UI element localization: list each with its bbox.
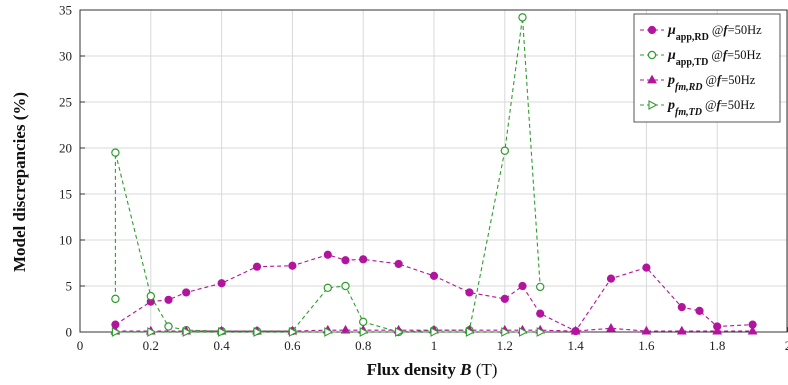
data-point bbox=[518, 281, 527, 291]
data-point bbox=[712, 325, 723, 335]
data-point bbox=[536, 309, 545, 318]
legend-item-0: μapp,RD @f=50Hz bbox=[640, 23, 762, 43]
x-tick-label: 1.6 bbox=[638, 338, 655, 353]
data-point bbox=[536, 282, 545, 292]
y-tick-label: 15 bbox=[59, 187, 72, 202]
data-point bbox=[182, 288, 191, 297]
series-layer bbox=[110, 13, 758, 337]
legend-item-3: pfm,TD @f=50Hz bbox=[640, 98, 755, 118]
data-point bbox=[359, 255, 368, 264]
legend-item-2: pfm,RD @f=50Hz bbox=[640, 73, 756, 93]
data-point bbox=[253, 327, 263, 337]
data-point bbox=[394, 259, 403, 269]
data-point bbox=[606, 323, 616, 332]
data-point bbox=[395, 327, 405, 337]
data-point bbox=[642, 263, 651, 272]
y-tick-label: 35 bbox=[59, 3, 72, 18]
data-point bbox=[288, 261, 297, 270]
x-tick-label: 0.2 bbox=[143, 338, 159, 353]
x-axis-title: Flux density B (T) bbox=[367, 360, 498, 379]
x-axis-title-prefix: Flux density bbox=[367, 360, 461, 379]
x-axis-title-unit: (T) bbox=[471, 360, 497, 379]
data-point bbox=[164, 322, 173, 331]
data-point bbox=[164, 295, 173, 304]
x-tick-label: 0.8 bbox=[355, 338, 371, 353]
data-point bbox=[111, 294, 120, 304]
y-tick-label: 30 bbox=[59, 49, 72, 64]
x-tick-label: 0.4 bbox=[213, 338, 230, 353]
y-axis-title: Model discrepancies (%) bbox=[10, 92, 29, 272]
data-point bbox=[677, 303, 686, 312]
legend-item-1: μapp,TD @f=50Hz bbox=[640, 48, 762, 68]
data-point bbox=[465, 327, 476, 337]
series-3 bbox=[111, 327, 546, 337]
data-point bbox=[359, 317, 368, 327]
data-point bbox=[359, 327, 369, 337]
data-point bbox=[570, 325, 581, 335]
legend-marker bbox=[647, 50, 657, 60]
data-point bbox=[536, 327, 546, 337]
series-1 bbox=[111, 13, 545, 337]
data-point bbox=[252, 262, 262, 271]
data-point bbox=[641, 325, 652, 335]
data-point bbox=[323, 283, 332, 293]
data-point bbox=[324, 327, 334, 337]
y-tick-label: 0 bbox=[66, 325, 73, 340]
legend-label: pfm,TD @f=50Hz bbox=[667, 98, 755, 118]
x-tick-label: 2 bbox=[785, 338, 788, 353]
data-point bbox=[340, 324, 351, 334]
data-point bbox=[518, 327, 529, 337]
y-tick-label: 5 bbox=[66, 279, 73, 294]
data-point bbox=[147, 327, 157, 337]
data-point bbox=[111, 327, 122, 337]
x-tick-label: 1 bbox=[431, 338, 438, 353]
x-tick-label: 1.8 bbox=[709, 338, 725, 353]
data-point bbox=[146, 291, 155, 301]
legend-label: pfm,RD @f=50Hz bbox=[667, 73, 756, 93]
data-point bbox=[606, 274, 616, 283]
legend-label: μapp,TD @f=50Hz bbox=[667, 48, 762, 68]
legend: μapp,RD @f=50Hz μapp,TD @f=50Hz pfm,RD @f=50H… bbox=[633, 13, 781, 123]
data-point bbox=[465, 288, 474, 297]
x-tick-label: 0 bbox=[77, 338, 84, 353]
data-point bbox=[695, 306, 704, 315]
series-0 bbox=[111, 250, 757, 336]
legend-label: μapp,RD @f=50Hz bbox=[667, 23, 762, 43]
data-point bbox=[430, 327, 440, 337]
y-tick-label: 20 bbox=[59, 141, 72, 156]
y-tick-label: 25 bbox=[59, 95, 72, 110]
data-point bbox=[429, 271, 439, 280]
legend-marker bbox=[647, 74, 657, 84]
data-point bbox=[288, 327, 299, 337]
data-point bbox=[518, 13, 527, 22]
data-point bbox=[500, 294, 509, 303]
data-point bbox=[747, 325, 758, 335]
data-point bbox=[182, 327, 192, 337]
x-tick-label: 0.6 bbox=[284, 338, 301, 353]
x-tick-label: 1.2 bbox=[497, 338, 513, 353]
x-axis-title-variable: B bbox=[459, 360, 471, 379]
legend-box bbox=[633, 13, 781, 123]
data-point bbox=[500, 146, 509, 155]
data-point bbox=[341, 256, 350, 265]
data-point bbox=[111, 148, 120, 157]
axis-ticks: 0 0.2 0.4 0.6 0.8 1 1.2 1.4 1.6 1.8 20510152025303… bbox=[59, 3, 788, 353]
data-point bbox=[676, 325, 687, 335]
data-point bbox=[501, 327, 511, 337]
series-line-1 bbox=[114, 17, 541, 333]
legend-marker bbox=[648, 100, 658, 110]
data-point bbox=[341, 281, 350, 291]
data-point bbox=[218, 327, 228, 337]
y-tick-label: 10 bbox=[59, 233, 72, 248]
data-point bbox=[323, 250, 332, 259]
data-point bbox=[217, 279, 226, 288]
legend-marker bbox=[647, 25, 657, 35]
x-tick-label: 1.4 bbox=[567, 338, 584, 353]
